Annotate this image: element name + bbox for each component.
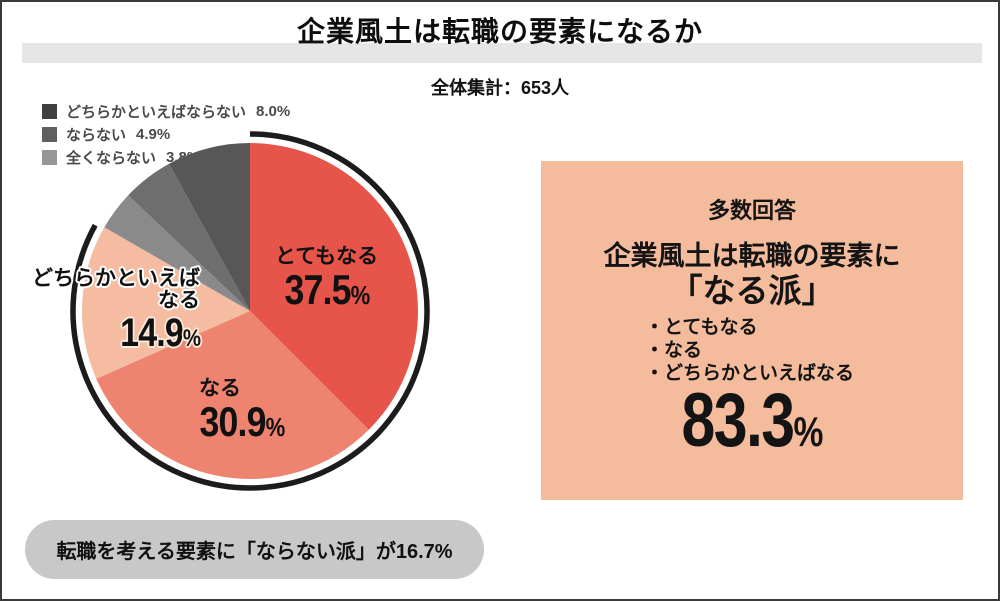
panel-bullet: ・なる	[645, 340, 703, 361]
panel-bullet: ・どちらかといえばなる	[645, 363, 855, 384]
slice-value: 14.9%	[119, 311, 201, 356]
pie-slice-6	[169, 143, 250, 311]
legend-label: ならない	[66, 127, 127, 144]
slice-label-text: なる	[158, 289, 200, 313]
emphasis-arc	[70, 131, 430, 491]
panel-bullet-list: ・とてもなる ・なる ・どちらかといえばなる	[645, 316, 854, 385]
pie-slice-1	[250, 143, 418, 430]
legend-swatch-icon	[42, 104, 57, 119]
panel-bullet: ・とてもなる	[645, 317, 758, 338]
pie-chart	[70, 131, 430, 491]
panel-total-percentage: 83.3%	[681, 378, 824, 463]
footer-note-text: 転職を考える要素に「ならない派」が16.7%	[56, 541, 453, 563]
legend-item: どちらかといえばならない 8.0%	[42, 100, 290, 123]
panel-heading: 多数回答	[707, 198, 796, 223]
slice-label-text: なる	[199, 377, 241, 400]
pie-slice-5	[128, 163, 250, 311]
slice-label-text: どちらかといえば	[32, 267, 200, 290]
slice-label-totemonaru: とてもなる 37.5%	[249, 245, 404, 314]
slice-value: 30.9%	[199, 398, 286, 446]
slice-label-text: とてもなる	[274, 245, 379, 268]
slice-label-naru: なる 30.9%	[162, 377, 322, 446]
answer-panel: 多数回答 企業風土は転職の要素に 「なる派」 ・とてもなる ・なる ・どちらかと…	[541, 161, 963, 500]
legend-value: 4.9%	[136, 126, 171, 143]
pie-slice-2	[96, 311, 369, 479]
legend-value: 8.0%	[256, 103, 291, 120]
slice-label-dochirakatoiebanaru: どちらかといえば なる 14.9%	[20, 267, 201, 356]
legend-swatch-icon	[42, 127, 57, 142]
pie-slice-4	[104, 195, 250, 311]
slice-value: 37.5%	[284, 266, 370, 314]
legend-item: ならない 4.9%	[42, 123, 290, 146]
panel-statement-line1: 企業風土は転職の要素に	[603, 241, 901, 271]
footer-note-pill: 転職を考える要素に「ならない派」が16.7%	[25, 520, 484, 579]
legend-label: 全くならない	[66, 150, 157, 167]
total-count-label: 全体集計：653人	[430, 78, 570, 98]
page-title: 企業風土は転職の要素になるか	[296, 16, 703, 47]
legend-swatch-icon	[42, 150, 57, 165]
pie-slice-3	[81, 227, 250, 379]
title-underline-bar	[22, 43, 982, 63]
legend-label: どちらかといえばならない	[66, 104, 247, 121]
panel-statement-line2: 「なる派」	[669, 272, 835, 309]
